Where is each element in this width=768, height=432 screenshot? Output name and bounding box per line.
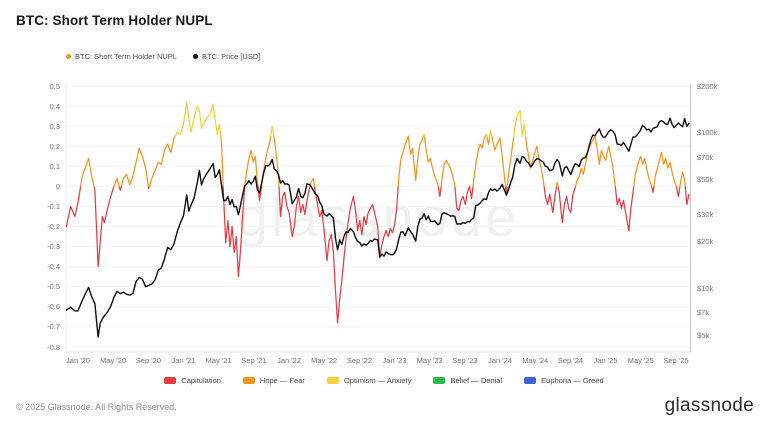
- y-right-tick-label: $5k: [697, 331, 710, 341]
- y-left-tick-label: -0.3: [47, 242, 60, 252]
- x-tick-label: Sep '24: [557, 356, 584, 365]
- y-left-tick-label: 0.4: [49, 101, 60, 111]
- top-legend-item-price[interactable]: BTC: Price [USD]: [192, 52, 261, 61]
- band-legend-item[interactable]: Belief — Denial: [433, 376, 502, 385]
- x-tick-label: Sep '20: [135, 356, 161, 365]
- band-swatch-icon: [524, 377, 537, 384]
- x-tick-label: Sep '21: [241, 356, 267, 365]
- y-right-tick-label: $100k: [697, 128, 718, 138]
- x-tick-label: Sep '25: [663, 356, 689, 365]
- nupl-series-dot-icon: [66, 54, 71, 59]
- x-tick-label: Jan '24: [488, 356, 513, 365]
- y-left-tick-label: 0.5: [49, 81, 60, 91]
- band-swatch-icon: [326, 377, 339, 384]
- x-tick-label: Jan '25: [593, 356, 618, 365]
- y-left-tick-label: -0.4: [47, 262, 60, 272]
- price-series-dot-icon: [192, 54, 198, 59]
- band-legend-label: Belief — Denial: [450, 376, 503, 385]
- nupl-line: [79, 135, 686, 188]
- x-tick-label: Sep '22: [346, 356, 373, 365]
- band-legend: Capitulation Hope — Fear Optimism — Anxiet…: [0, 376, 768, 385]
- y-left-tick-label: 0: [55, 181, 60, 191]
- x-tick-label: May '23: [416, 356, 443, 365]
- x-tick-label: May '24: [522, 356, 549, 365]
- band-legend-label: Hope — Fear: [259, 376, 305, 385]
- page-title: BTC: Short Term Holder NUPL: [16, 13, 213, 28]
- glassnode-logo: glassnode: [664, 395, 754, 416]
- copyright-text: © 2025 Glassnode. All Rights Reserved.: [16, 402, 177, 412]
- y-left-tick-label: 0.2: [49, 141, 60, 151]
- y-left-tick-label: -0.2: [47, 222, 60, 232]
- y-right-tick-label: $20k: [697, 237, 714, 247]
- x-tick-label: Jan '21: [171, 356, 196, 365]
- y-right-tick-label: $7k: [697, 308, 710, 318]
- y-left-tick-label: 0.3: [49, 121, 60, 131]
- y-left-tick-label: -0.7: [47, 322, 60, 332]
- band-swatch-icon: [242, 377, 255, 384]
- band-legend-item[interactable]: Euphoria — Greed: [524, 376, 604, 385]
- band-legend-item[interactable]: Hope — Fear: [242, 376, 305, 385]
- x-tick-label: May '21: [205, 356, 232, 365]
- band-swatch-icon: [433, 377, 446, 384]
- nupl-line: [174, 101, 527, 137]
- price-line: [65, 117, 690, 338]
- band-legend-item[interactable]: Optimism — Anxiety: [326, 376, 412, 385]
- y-right-tick-label: $10k: [697, 284, 714, 294]
- top-legend-item-nupl[interactable]: BTC: Short Term Holder NUPL: [66, 52, 177, 61]
- y-right-tick-label: $200k: [697, 81, 718, 91]
- y-left-tick-label: -0.5: [47, 282, 60, 292]
- x-tick-label: May '22: [311, 356, 338, 365]
- y-right-tick-label: $30k: [697, 209, 714, 219]
- y-right-tick-label: $70k: [697, 152, 714, 162]
- band-legend-label: Euphoria — Greed: [541, 376, 604, 385]
- y-left-tick-label: -0.8: [47, 342, 60, 352]
- y-left-tick-label: -0.6: [47, 302, 60, 312]
- band-legend-item[interactable]: Capitulation: [164, 376, 221, 385]
- y-left-tick-label: 0.1: [49, 161, 60, 171]
- band-legend-label: Optimism — Anxiety: [343, 376, 412, 385]
- x-tick-label: Sep '23: [452, 356, 478, 365]
- top-legend-label: BTC: Short Term Holder NUPL: [75, 52, 177, 61]
- x-tick-label: Jan '23: [382, 356, 407, 365]
- band-swatch-icon: [164, 377, 177, 384]
- top-legend-label: BTC: Price [USD]: [201, 52, 261, 61]
- x-tick-label: May '25: [627, 356, 654, 365]
- band-legend-label: Capitulation: [181, 376, 221, 385]
- y-left-tick-label: -0.1: [47, 201, 60, 211]
- x-tick-label: Jan '20: [66, 356, 90, 365]
- y-right-tick-label: $50k: [697, 175, 714, 185]
- x-tick-label: May '20: [100, 356, 127, 365]
- x-tick-label: Jan '22: [277, 356, 302, 365]
- nupl-line: [65, 185, 690, 324]
- top-legend: BTC: Short Term Holder NUPL BTC: Price […: [66, 52, 260, 61]
